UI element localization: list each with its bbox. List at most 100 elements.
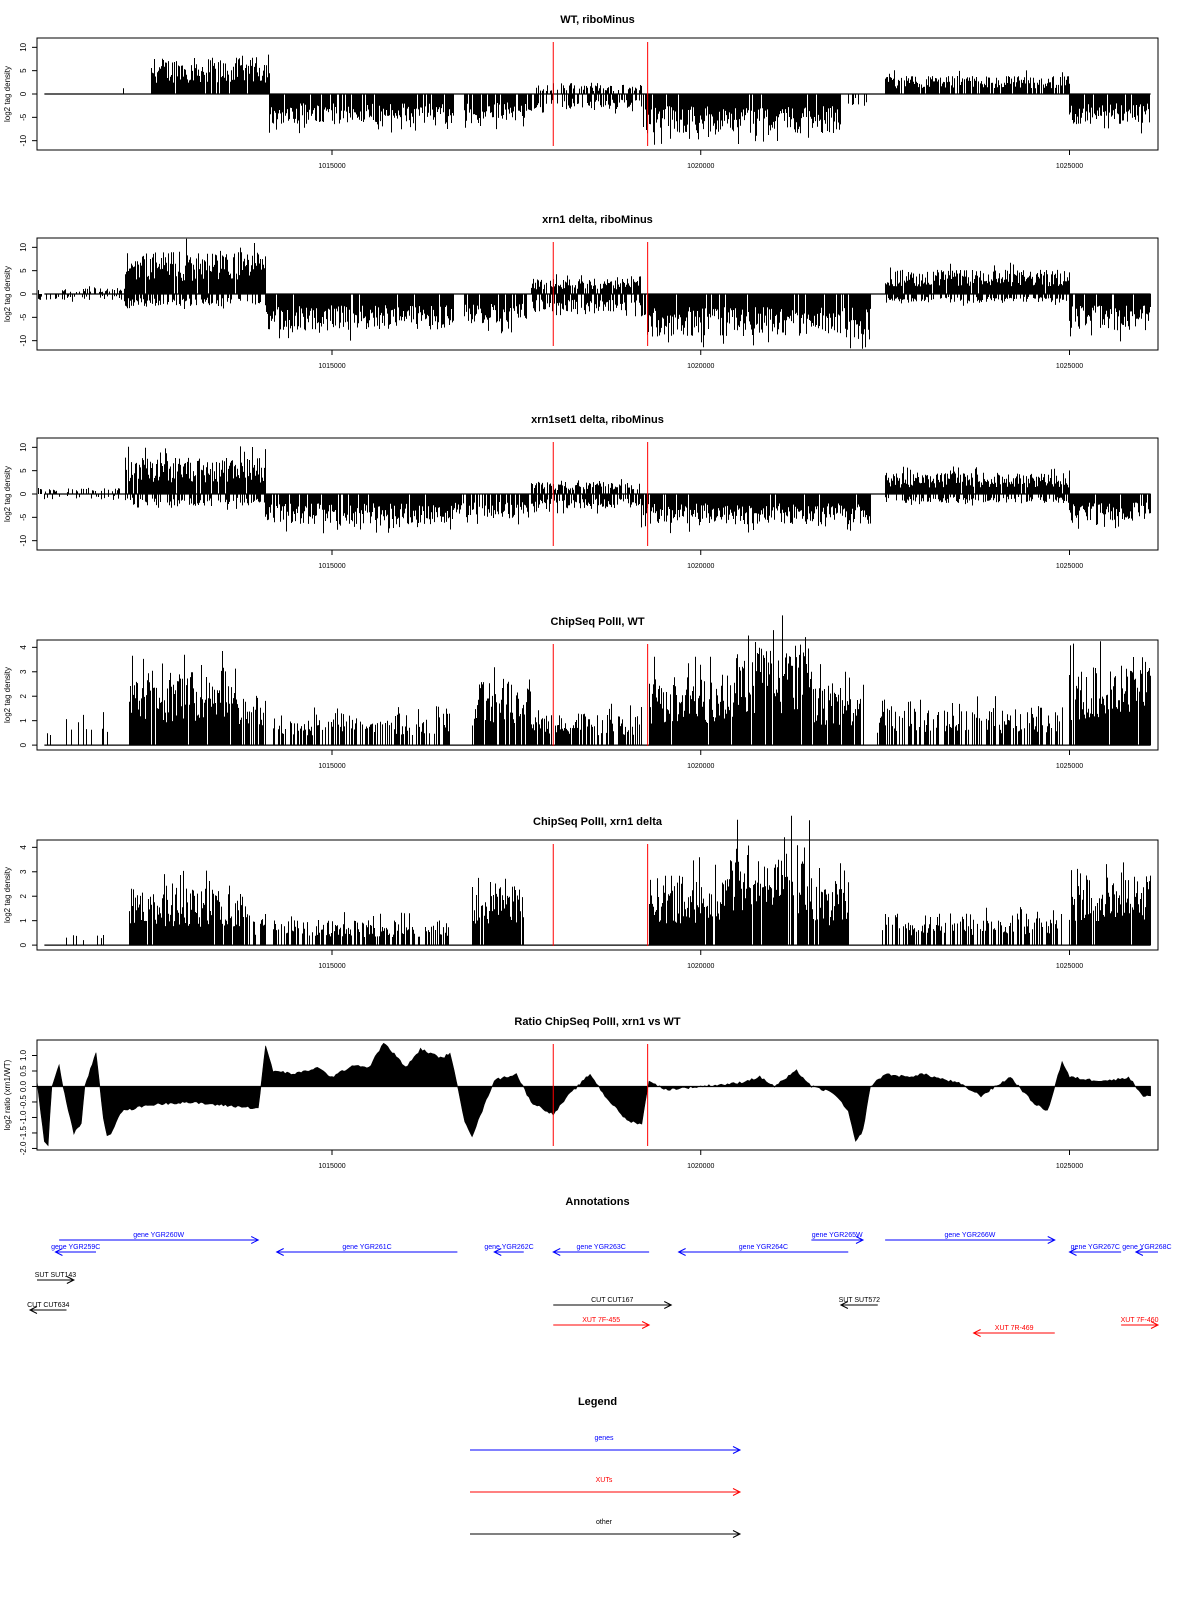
y-axis-label: log2 tag density [3, 266, 12, 322]
feature-arrow-head [1150, 1321, 1160, 1329]
feature-arrow-head [972, 1329, 981, 1337]
annotation-feature: gene YGR262C [484, 1244, 534, 1256]
feature-label: XUT 7F-455 [582, 1317, 620, 1324]
y-tick-label: 10 [19, 42, 28, 51]
y-tick-label: -5 [19, 113, 28, 121]
feature-arrow-head [275, 1248, 284, 1256]
y-tick-label: 4 [19, 845, 28, 850]
legend-label: XUTs [596, 1477, 613, 1484]
y-tick-label: 0 [19, 91, 28, 96]
plot-frame [36, 1039, 1159, 1151]
signal-bars [885, 494, 1069, 506]
y-axis-label: log2 ratio (xrn1/WT) [3, 1059, 12, 1130]
x-tick-label: 1025000 [1056, 1163, 1083, 1170]
annotation-feature: gene YGR264C [677, 1244, 849, 1256]
chart-title: ChipSeq PolII, xrn1 delta [533, 816, 663, 828]
signal-bars [125, 494, 266, 510]
chart-panel-5: ChipSeq PolII, xrn1 delta log2 tag densit… [3, 815, 1159, 970]
feature-arrow-head [54, 1248, 63, 1256]
signal-bars [464, 94, 532, 130]
legend-arrow-head [732, 1530, 742, 1538]
feature-label: SUT SUT143 [35, 1272, 77, 1279]
signal-bars [273, 912, 449, 946]
y-tick-label: 0 [19, 742, 28, 747]
signal-bars [531, 703, 642, 746]
feature-arrow-head [66, 1276, 75, 1284]
signal-bars [38, 487, 120, 494]
chart-title: xrn1 delta, riboMinus [542, 214, 653, 226]
x-tick-label: 1020000 [687, 563, 714, 570]
signal-bars [885, 466, 1070, 494]
feature-label: SUT SUT572 [839, 1297, 881, 1304]
annotation-feature: XUT 7R-469 [972, 1325, 1055, 1337]
annotation-feature: CUT CUT634 [27, 1302, 69, 1314]
signal-bars [129, 870, 244, 946]
signal-bars [812, 863, 849, 946]
signal-bars [125, 294, 261, 309]
annotation-feature: gene YGR265W [811, 1232, 865, 1244]
feature-arrow-head [1134, 1248, 1144, 1256]
signal-bars [44, 494, 119, 500]
chart-panel-3: xrn1set1 delta, riboMinus log2 tag densit… [3, 414, 1159, 570]
chart-panel-4: ChipSeq PolII, WT log2 tag density 0 1 2 3 4 10… [3, 615, 1159, 770]
signal-bars [472, 667, 531, 746]
ratio-area [36, 1042, 1151, 1147]
signal-bars [886, 294, 1070, 306]
x-tick-label: 1015000 [318, 763, 345, 770]
signal-bars [273, 706, 450, 746]
signal-bars [269, 94, 454, 134]
chart-title: Ratio ChipSeq PolII, xrn1 vs WT [514, 1016, 681, 1028]
signal-bars [125, 238, 266, 294]
signal-bars [1069, 641, 1151, 746]
signal-bars [730, 815, 812, 946]
x-tick-label: 1020000 [687, 163, 714, 170]
y-tick-label: -10 [19, 534, 28, 546]
y-tick-label: -0.5 [19, 1095, 28, 1109]
annotation-feature: SUT SUT572 [839, 1297, 881, 1309]
y-tick-label: 1 [19, 918, 28, 923]
x-tick-label: 1020000 [687, 763, 714, 770]
y-tick-label: 5 [19, 268, 28, 273]
legend-item: other [470, 1519, 742, 1538]
feature-arrow-head [677, 1248, 686, 1256]
feature-label: gene YGR264C [739, 1244, 788, 1251]
feature-label: gene YGR267C [1071, 1244, 1120, 1251]
signal-bars [66, 935, 104, 946]
annotation-feature: SUT SUT143 [35, 1272, 77, 1284]
signal-bars [38, 286, 125, 294]
signal-bars [649, 656, 738, 746]
y-axis-label: log2 tag density [3, 867, 12, 923]
annotation-feature: gene YGR266W [885, 1232, 1056, 1244]
y-tick-label: 0 [19, 291, 28, 296]
y-tick-label: 1.0 [19, 1049, 28, 1061]
feature-arrow-head [493, 1248, 502, 1256]
x-tick-label: 1015000 [318, 363, 345, 370]
signal-bars [840, 94, 867, 106]
y-tick-label: 10 [19, 242, 28, 251]
x-tick-label: 1020000 [687, 1163, 714, 1170]
x-tick-label: 1025000 [1056, 763, 1083, 770]
y-tick-label: 5 [19, 468, 28, 473]
annotations-title: Annotations [565, 1196, 629, 1208]
feature-label: gene YGR268C [1122, 1244, 1171, 1251]
feature-label: gene YGR259C [51, 1244, 100, 1251]
annotation-feature: gene YGR261C [275, 1244, 458, 1256]
signal-bars [236, 695, 266, 746]
feature-arrow-head [552, 1248, 561, 1256]
signal-bars [125, 446, 266, 494]
feature-arrow-head [664, 1301, 673, 1309]
signal-bars [877, 696, 1063, 746]
feature-arrow-head [855, 1236, 865, 1244]
legend-label: other [596, 1519, 613, 1526]
x-tick-label: 1020000 [687, 363, 714, 370]
legend-arrow-head [732, 1446, 742, 1454]
y-tick-label: -10 [19, 134, 28, 146]
signal-bars [885, 70, 1070, 94]
annotation-feature: CUT CUT167 [553, 1297, 673, 1309]
x-tick-label: 1015000 [318, 963, 345, 970]
x-tick-label: 1025000 [1056, 363, 1083, 370]
y-tick-label: 1 [19, 718, 28, 723]
y-tick-label: 10 [19, 442, 28, 451]
feature-label: CUT CUT634 [27, 1302, 69, 1309]
legend-title: Legend [578, 1396, 617, 1408]
